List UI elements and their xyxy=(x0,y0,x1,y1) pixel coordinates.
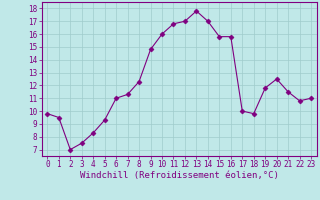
X-axis label: Windchill (Refroidissement éolien,°C): Windchill (Refroidissement éolien,°C) xyxy=(80,171,279,180)
